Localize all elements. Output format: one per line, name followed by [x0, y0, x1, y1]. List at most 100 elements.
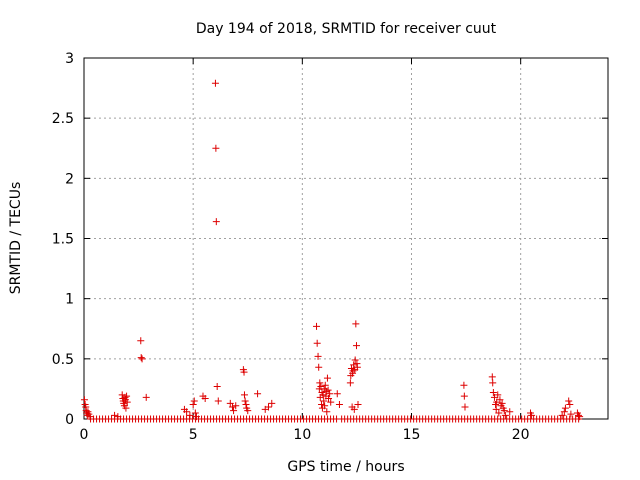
data-point	[324, 386, 332, 394]
data-point	[190, 397, 198, 405]
data-point	[122, 404, 130, 412]
data-point	[241, 397, 249, 405]
data-point	[488, 373, 496, 381]
data-point	[496, 396, 504, 404]
data-point	[123, 398, 131, 406]
data-point	[318, 401, 326, 409]
data-point	[349, 367, 357, 375]
y-tick-label: 0.5	[52, 352, 74, 368]
data-point	[213, 383, 221, 391]
data-point	[558, 411, 566, 419]
data-point	[565, 397, 573, 405]
data-point	[268, 399, 276, 407]
data-point	[494, 391, 502, 399]
data-point	[352, 342, 360, 350]
data-point	[501, 411, 509, 419]
data-point	[264, 403, 272, 411]
data-point	[560, 408, 568, 416]
chart-title: Day 194 of 2018, SRMTID for receiver cuu…	[196, 21, 497, 37]
data-point	[333, 390, 341, 398]
data-point	[506, 408, 514, 416]
data-point	[326, 390, 334, 398]
data-point	[320, 397, 328, 405]
grid-lines	[84, 58, 608, 419]
data-point	[335, 401, 343, 409]
y-tick-label: 0	[65, 412, 74, 428]
y-tick-label: 2.5	[52, 111, 74, 127]
data-point	[123, 392, 131, 400]
data-point	[214, 397, 222, 405]
data-point	[242, 401, 250, 409]
data-point	[321, 402, 329, 410]
x-axis-label: GPS time / hours	[287, 459, 404, 475]
data-point	[498, 399, 506, 407]
data-point	[323, 374, 331, 382]
data-point	[137, 337, 145, 345]
data-point	[244, 407, 252, 415]
data-point	[240, 368, 248, 376]
data-point	[321, 381, 329, 389]
x-tick-label: 5	[189, 427, 198, 443]
data-point	[350, 405, 358, 413]
data-point	[114, 413, 122, 421]
data-point	[489, 389, 497, 397]
data-point	[575, 411, 583, 419]
data-point	[495, 409, 503, 417]
data-point	[212, 144, 220, 152]
axis-ticks	[83, 57, 608, 420]
data-point	[460, 392, 468, 400]
data-point	[350, 361, 358, 369]
data-point	[201, 395, 209, 403]
data-point	[212, 218, 220, 226]
data-point	[489, 379, 497, 387]
x-tick-label: 10	[293, 427, 311, 443]
data-point	[353, 363, 361, 371]
data-point	[192, 413, 200, 421]
data-point	[461, 403, 469, 411]
data-point	[319, 391, 327, 399]
data-point	[232, 402, 240, 410]
x-tick-label: 0	[80, 427, 89, 443]
data-point	[315, 363, 323, 371]
data-point	[211, 79, 219, 87]
data-point	[189, 401, 197, 409]
data-point	[567, 410, 575, 418]
data-point	[351, 356, 359, 364]
data-point	[142, 393, 150, 401]
data-point	[327, 398, 335, 406]
data-point	[228, 403, 236, 411]
data-point	[528, 411, 536, 419]
data-point	[460, 381, 468, 389]
y-tick-label: 3	[65, 51, 74, 67]
y-tick-label: 1.5	[52, 232, 74, 248]
data-point	[314, 352, 322, 360]
data-point	[111, 411, 119, 419]
data-point	[86, 413, 94, 421]
data-point	[240, 391, 248, 399]
data-point	[83, 411, 91, 419]
data-point	[226, 399, 234, 407]
data-point	[492, 405, 500, 413]
data-point	[80, 396, 88, 404]
data-point	[566, 401, 574, 409]
data-point	[186, 411, 194, 419]
data-point	[183, 408, 191, 416]
x-tick-label: 15	[403, 427, 421, 443]
tick-labels: 0 5 10 15 20 0 0.5 1 1.5 2 2.5 3	[52, 51, 530, 443]
data-point	[323, 408, 331, 416]
y-axis-label: SRMTID / TECUs	[8, 182, 24, 295]
data-point	[191, 409, 199, 417]
data-point	[138, 355, 146, 363]
y-tick-label: 1	[65, 292, 74, 308]
data-point	[354, 401, 362, 409]
data-point	[576, 413, 584, 421]
data-point	[561, 404, 569, 412]
data-point	[352, 320, 360, 328]
data-point	[313, 339, 321, 347]
data-point	[316, 379, 324, 387]
data-point	[230, 407, 238, 415]
data-points	[80, 79, 584, 423]
x-tick-label: 20	[512, 427, 530, 443]
data-point	[313, 322, 321, 330]
